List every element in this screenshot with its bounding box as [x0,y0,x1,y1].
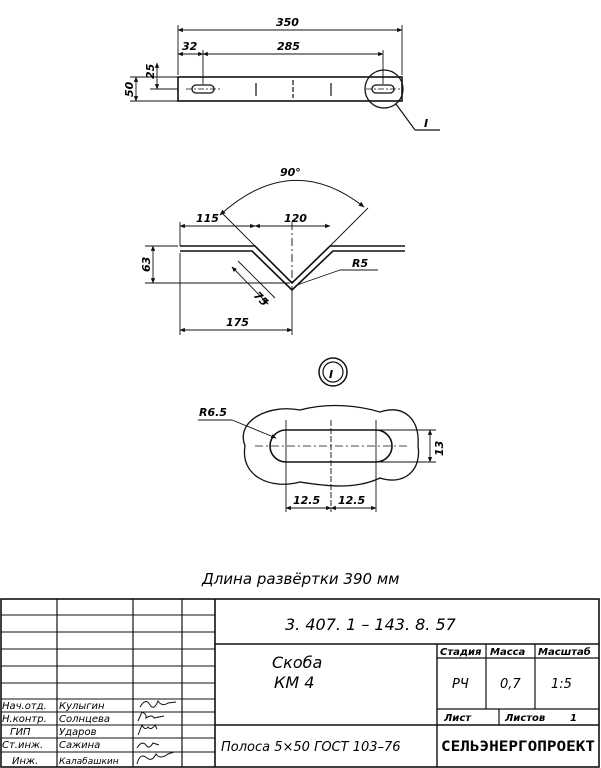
role-label: Ст.инж. [2,740,43,751]
top-view: I 350 32 285 50 25 [123,16,440,131]
signature [137,711,165,722]
role-label: Инж. [12,756,38,767]
part-code: КМ 4 [274,673,314,692]
scale-value: 1:5 [551,677,572,692]
stage-value: РЧ [452,677,469,692]
signature [137,723,158,736]
development-length: Длина развёртки 390 мм [201,570,399,588]
title-block: 3. 407. 1 – 143. 8. 57 Скоба КМ 4 Стадия… [0,598,600,768]
material-spec: Полоса 5×50 ГОСТ 103–76 [221,740,401,755]
sheet-label: Лист [443,713,472,724]
dim-mid: 120 [284,212,307,225]
detail-dim-b: 12.5 [338,494,365,507]
dim-span: 285 [277,40,300,53]
part-title: Скоба [272,653,322,672]
mass-header: Масса [490,647,526,658]
dim-depth: 63 [140,256,153,272]
dim-radius: R5 [352,257,368,270]
dim-offset: 32 [182,40,198,53]
detail-label: I [329,368,333,381]
signature [136,751,175,765]
detail-radius: R6.5 [199,406,227,419]
detail-outline [242,404,420,487]
signature [139,699,177,708]
doc-number: 3. 407. 1 – 143. 8. 57 [285,615,457,634]
dim-half: 175 [226,316,249,329]
dim-left: 115 [196,212,219,225]
sheets-value: 1 [570,713,577,724]
signature [136,742,160,749]
role-label: ГИП [10,727,31,738]
role-name: Кулыгин [59,701,105,712]
role-label: Нач.отд. [2,701,47,712]
organization: СЕЛЬЭНЕРГОПРОЕКТ [441,739,595,755]
role-name: Сажина [59,740,100,751]
role-name: Солнцева [59,714,110,725]
role-label: Н.контр. [2,714,47,725]
role-name: Калабашкин [59,757,119,767]
role-name: Ударов [59,727,97,738]
dim-total: 350 [276,16,299,29]
sheets-label: Листов [504,713,545,724]
scale-header: Масштаб [538,646,591,658]
detail-dim-a: 12.5 [293,494,320,507]
detail-view: I R6.5 13 12.5 12.5 [198,357,446,512]
dim-diag: 75 [251,289,271,309]
bend-view: 90° 115 120 63 R5 75 175 [140,166,405,335]
callout-circle [364,69,404,109]
dim-height: 50 [123,81,136,97]
dim-angle: 90° [280,166,301,179]
callout-label: I [424,117,428,130]
detail-width: 13 [433,440,446,456]
mass-value: 0,7 [500,677,521,692]
dim-small: 25 [144,63,157,79]
stage-header: Стадия [440,647,482,658]
